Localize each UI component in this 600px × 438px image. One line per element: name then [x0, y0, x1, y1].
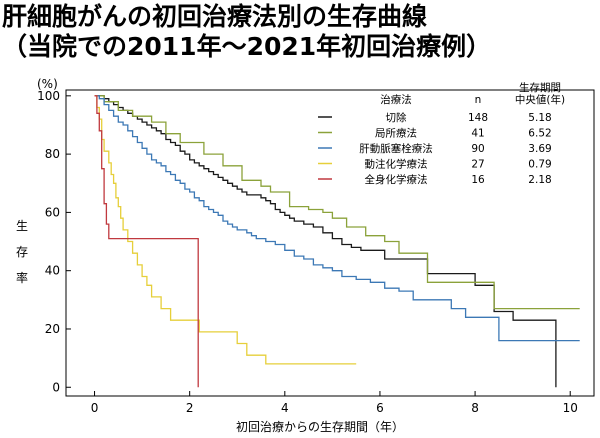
x-tick-label: 10	[563, 401, 578, 415]
series-line-切除	[94, 95, 557, 388]
legend-header-median: 中央値(年)	[515, 93, 565, 106]
y-axis-label-char: 率	[16, 270, 28, 285]
legend-median: 6.52	[528, 128, 551, 140]
series-line-肝動脈塞栓療法	[94, 95, 580, 342]
series-line-全身化学療法	[94, 95, 199, 388]
plot-frame	[65, 89, 595, 397]
y-tick-label: 40	[45, 264, 60, 278]
legend-label: 局所療法	[375, 127, 417, 140]
chart-subtitle: （当院での2011年～2021年初回治療例）	[2, 32, 492, 61]
chart-title: 肝細胞がんの初回治療法別の生存曲線	[2, 2, 428, 31]
y-tick-label: 60	[45, 205, 60, 219]
legend-n: 16	[471, 174, 485, 186]
legend-header-n: n	[475, 94, 482, 106]
x-tick-label: 0	[91, 401, 99, 415]
legend-n: 27	[471, 159, 484, 171]
legend-label: 動注化学療法	[365, 158, 428, 171]
legend-header-method: 治療法	[380, 93, 412, 106]
legend-header-median: 生存期間	[519, 81, 561, 94]
series-line-局所療法	[94, 95, 580, 310]
y-axis-label-char: 生	[16, 219, 28, 233]
legend-label: 切除	[386, 111, 407, 124]
legend-median: 5.18	[528, 112, 551, 124]
legend-label: 全身化学療法	[365, 173, 428, 186]
legend-n: 90	[471, 143, 484, 155]
x-axis-label: 初回治療からの生存期間（年）	[236, 420, 404, 434]
x-tick-label: 8	[471, 401, 479, 415]
x-tick-label: 6	[376, 401, 384, 415]
x-tick-label: 2	[186, 401, 194, 415]
series-line-動注化学療法	[94, 95, 357, 365]
y-tick-label: 80	[45, 147, 60, 161]
legend-n: 148	[468, 112, 488, 124]
legend-median: 3.69	[528, 143, 551, 155]
y-tick-label: 0	[52, 380, 60, 394]
y-unit-label: (%)	[37, 77, 58, 91]
x-tick-label: 4	[281, 401, 289, 415]
y-tick-label: 20	[45, 322, 60, 336]
legend-median: 2.18	[528, 174, 551, 186]
y-tick-label: 100	[37, 89, 60, 103]
legend-n: 41	[471, 128, 484, 140]
legend-label: 肝動脈塞栓療法	[359, 142, 433, 155]
chart-title-block: 肝細胞がんの初回治療法別の生存曲線 （当院での2011年～2021年初回治療例）	[2, 2, 598, 62]
series-layer	[94, 95, 580, 388]
axes: 0 20 40 60 80 100 0 2 4 6 8 10	[37, 89, 595, 415]
y-axis-label-char: 存	[16, 245, 28, 259]
legend-median: 0.79	[528, 159, 551, 171]
